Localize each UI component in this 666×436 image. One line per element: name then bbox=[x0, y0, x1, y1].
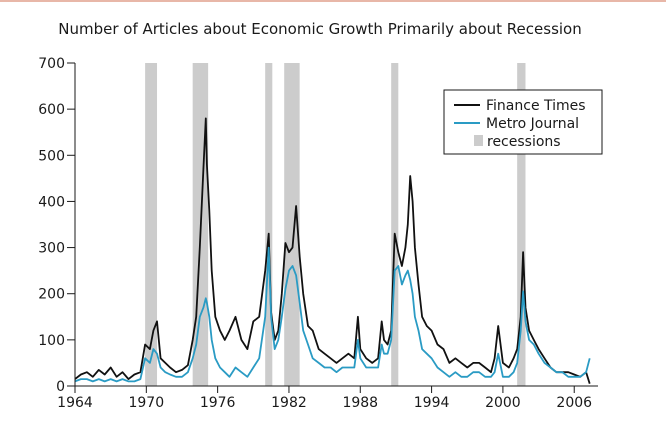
recession-band-1 bbox=[145, 63, 158, 386]
chart-title: Number of Articles about Economic Growth… bbox=[58, 20, 582, 38]
x-tick-label: 1976 bbox=[200, 395, 236, 411]
y-tick-label: 400 bbox=[38, 194, 65, 210]
y-tick-label: 700 bbox=[38, 56, 65, 72]
recession-band-6 bbox=[517, 63, 526, 386]
x-tick-label: 1994 bbox=[414, 395, 450, 411]
axes: 0 100 200 300 400 500 600 700 1964 1970 1976 1982 19… bbox=[38, 56, 598, 411]
series-line-finance-times bbox=[74, 117, 591, 384]
y-tick-label: 0 bbox=[56, 379, 65, 395]
legend-label-2: Metro Journal bbox=[486, 116, 579, 132]
legend-label-1: Finance Times bbox=[486, 98, 586, 114]
legend-swatch-recessions bbox=[474, 135, 483, 146]
y-tick-label: 300 bbox=[38, 241, 65, 257]
series-line-metro-journal bbox=[74, 246, 591, 383]
x-tick-label: 1988 bbox=[342, 395, 378, 411]
y-tick-label: 600 bbox=[38, 102, 65, 118]
series-lines bbox=[74, 117, 591, 384]
y-tick-label: 500 bbox=[38, 148, 65, 164]
y-tick-label: 200 bbox=[38, 287, 65, 303]
recession-band-3 bbox=[265, 63, 273, 386]
top-rule bbox=[0, 0, 666, 2]
legend: Finance Times Metro Journal recessions bbox=[443, 89, 603, 155]
recession-band-5 bbox=[391, 63, 399, 386]
x-tick-label: 1982 bbox=[271, 395, 307, 411]
x-tick-label: 2000 bbox=[485, 395, 521, 411]
legend-label-3: recessions bbox=[487, 134, 561, 150]
x-tick-label: 1964 bbox=[57, 395, 93, 411]
x-tick-label: 2006 bbox=[556, 395, 592, 411]
recession-band-4 bbox=[284, 63, 300, 386]
y-tick-label: 100 bbox=[38, 333, 65, 349]
x-tick-label: 1970 bbox=[128, 395, 164, 411]
